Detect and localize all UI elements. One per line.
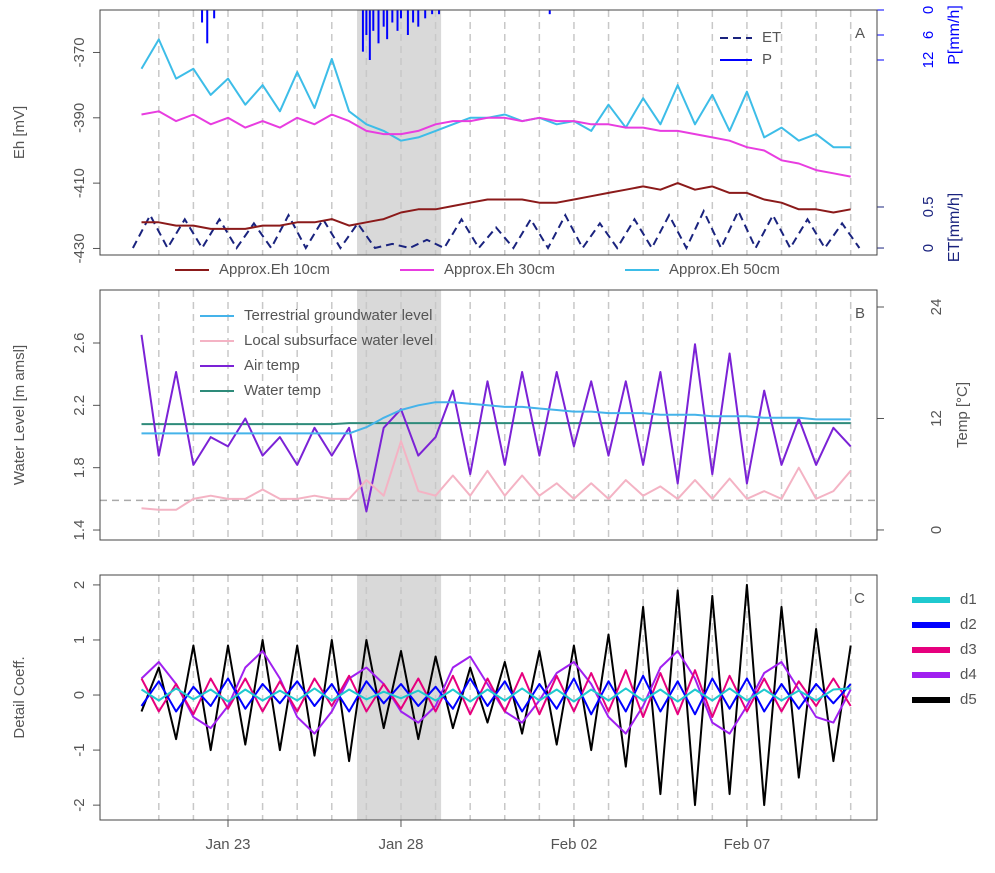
y-tick-label: 1.4 [71,520,88,541]
right-tick-label: 6 [920,31,937,39]
y2-tick-label: 24 [928,299,945,316]
series-line [140,674,852,716]
y-axis-title: Eh [mV] [11,106,28,159]
series-line [141,110,851,178]
series-line [141,401,851,435]
legend-label: Local subsurface water level [244,332,433,349]
y-tick-label: -390 [71,103,88,133]
y-axis-title: Water Level [m amsl] [11,345,28,485]
legend-label: d3 [960,641,977,658]
legend-label: ET [762,29,781,46]
y-tick-label: 2 [71,581,88,589]
y-tick-label: 1.8 [71,457,88,478]
series-line [141,440,852,511]
legend-label: P [762,51,772,68]
right-tick-label: 0 [920,244,937,252]
y-tick-label: -1 [71,743,88,756]
highlight-band [357,290,442,540]
series-line [140,650,852,735]
y-tick-label: -430 [71,233,88,263]
y2-axis-title: Temp [°C] [954,382,971,448]
legend-label: Approx.Eh 10cm [219,261,330,278]
y-tick-label: -370 [71,37,88,67]
y-tick-label: -2 [71,798,88,811]
right-axis-title: ET[mm/h] [946,193,963,262]
legend-label: Approx.Eh 50cm [669,261,780,278]
panel-label: B [855,305,865,322]
et-line [132,208,861,251]
series-line [140,334,852,513]
x-tick-label: Feb 07 [724,836,771,853]
series-line [141,182,851,230]
y-tick-label: -410 [71,168,88,198]
y-tick-label: 0 [71,691,88,699]
y-tick-label: 2.6 [71,333,88,354]
legend-label: d5 [960,691,977,708]
legend-label: d2 [960,616,977,633]
panel-label: A [855,25,865,42]
plot-frame [99,289,878,541]
legend-label: Approx.Eh 30cm [444,261,555,278]
right-tick-label: 0.5 [920,197,937,218]
legend-label: d4 [960,666,977,683]
y-tick-label: 1 [71,636,88,644]
legend-label: Air temp [244,357,300,374]
series-line [140,687,851,703]
right-axis-title: P[mm/h] [946,5,963,65]
right-tick-label: 12 [920,52,937,69]
y-axis-title: Detail Coeff. [11,656,28,738]
legend-label: Terrestrial groundwater level [244,307,432,324]
right-tick-label: 0 [920,6,937,14]
y2-tick-label: 12 [928,410,945,427]
x-tick-label: Jan 28 [378,836,423,853]
y2-tick-label: 0 [928,526,945,534]
x-tick-label: Feb 02 [551,836,598,853]
x-tick-label: Jan 23 [205,836,250,853]
legend-label: d1 [960,591,977,608]
panel-label: C [854,590,865,607]
plot-frame [99,574,878,821]
legend-label: Water temp [244,382,321,399]
series-line [140,38,851,149]
plot-frame [99,9,878,256]
y-tick-label: 2.2 [71,395,88,416]
